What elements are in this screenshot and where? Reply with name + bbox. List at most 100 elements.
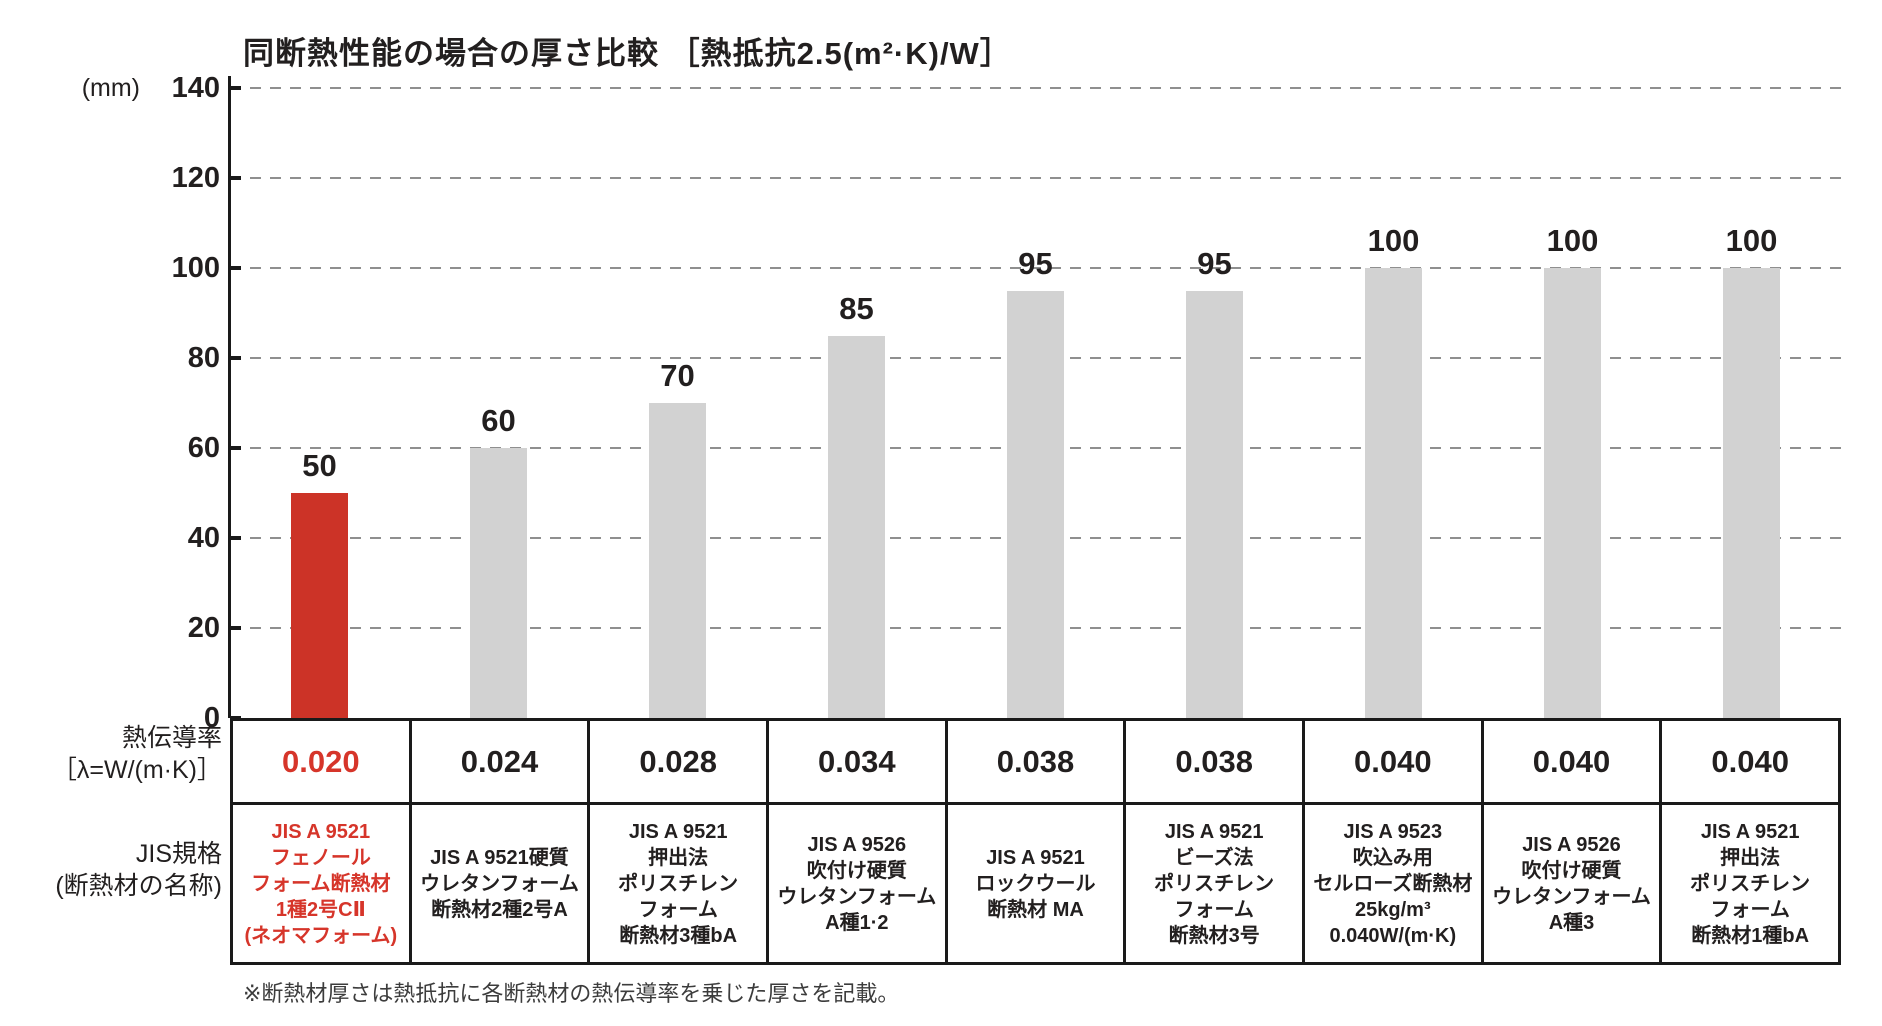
material-name-line: (ネオマフォーム) [244,924,398,947]
material-name-line: ウレタンフォーム [420,872,579,895]
bar-value-label: 100 [1546,223,1599,258]
bar [470,448,527,718]
material-name-line: A種1·2 [825,911,889,934]
material-name-line: 0.040W/(m·K) [1329,924,1457,947]
material-name-cell-9: JIS A 9521 押出法ポリスチレン フォーム断熱材1種bA [1662,805,1841,965]
material-name-line: ウレタンフォーム [1492,885,1651,908]
conductivity-row-label-line1: 熱伝導率 [121,724,222,752]
conductivity-cell-7: 0.040 [1305,721,1484,805]
bar-column-8: 100 [1483,88,1662,718]
bar-column-5: 95 [946,88,1125,718]
material-name-line: セルローズ断熱材 [1313,872,1473,895]
bar-value-label: 60 [481,403,516,438]
y-axis-tick-label-120: 120 [171,162,220,194]
jis-row-label-line2: (断熱材の名称) [55,872,222,900]
material-name-line: JIS A 9521 [271,820,371,843]
jis-row-label: JIS規格 (断熱材の名称) [0,838,222,902]
bar [1723,268,1780,718]
bar-value-label: 85 [839,290,874,326]
bar [1186,290,1243,718]
material-name-line: 吹込み用 [1352,846,1433,869]
material-name-line: フォーム [1174,898,1254,921]
material-name-line: フォーム [1710,898,1790,921]
material-name-line: ポリスチレン [1690,872,1811,895]
y-axis-tick-80 [230,356,241,360]
y-axis-tick-label-80: 80 [187,342,220,374]
plot-area: 50 60 70 85 95 95 100 100 100 [230,86,1841,720]
conductivity-row-label-line2: ［λ=W/(m·K)］ [51,756,222,784]
material-name-cell-6: JIS A 9521 ビーズ法 ポリスチレン フォーム 断熱材3号 [1126,805,1305,965]
bar-column-4: 85 [767,88,946,718]
conductivity-cell-5: 0.038 [947,721,1127,805]
y-axis-line [228,76,231,718]
bar-value-label: 100 [1367,223,1420,258]
material-name-line: JIS A 9523 [1343,820,1443,843]
chart-title: 同断熱性能の場合の厚さ比較 ［熱抵抗2.5(m²·K)/W］ [243,36,1012,71]
conductivity-cell-2: 0.024 [411,721,591,805]
bar-value-label: 95 [1018,245,1053,281]
material-name-line: 25kg/m³ [1355,898,1431,921]
bar [1365,268,1422,718]
material-name-line: 断熱材3種bA [619,924,738,947]
material-name-line: A種3 [1548,911,1595,934]
gridline-100 [230,267,1841,269]
conductivity-cell-3: 0.028 [590,721,769,805]
y-axis-tick-label-140: 140 [171,72,220,104]
footnote: ※断熱材厚さは熱抵抗に各断熱材の熱伝導率を乗じた厚さを記載。 [243,981,900,1006]
y-axis-tick-label-20: 20 [187,612,220,644]
y-axis-tick-label-40: 40 [187,522,220,554]
material-name-line: 断熱材 MA [987,898,1084,921]
jis-row-label-line1: JIS規格 [135,840,222,868]
material-name-line: 1種2号CⅡ [275,898,366,921]
material-name-line: 断熱材1種bA [1691,924,1810,947]
material-name-cell-3: JIS A 9521 押出法 ポリスチレン フォーム 断熱材3種bA [590,805,769,965]
material-name-line: フォーム [638,898,718,921]
material-name-line: JIS A 9521 [1164,820,1264,843]
bar-column-3: 70 [588,88,767,718]
y-axis-tick-120 [230,176,241,180]
y-axis-tick-20 [230,626,241,630]
material-name-line: JIS A 9526 [807,833,907,856]
y-axis-tick-140 [230,86,241,90]
bar-column-9: 100 [1662,88,1841,718]
material-name-line: フェノール [270,846,371,869]
material-name-cell-4: JIS A 9526 吹付け硬質ウレタンフォーム A種1·2 [769,805,948,965]
bar-value-label: 50 [302,448,337,483]
material-name-line: JIS A 9521硬質 [430,846,569,869]
material-name-line: フォーム断熱材 [251,872,391,895]
bar-highlighted [291,493,348,718]
material-name-line: JIS A 9521 [628,820,728,843]
bar [1007,290,1064,718]
conductivity-cell-4: 0.034 [769,721,948,805]
y-axis-tick-40 [230,536,241,540]
bar-column-6: 95 [1125,88,1304,718]
material-name-cell-2: JIS A 9521硬質 ウレタンフォーム 断熱材2種2号A [411,805,591,965]
spec-table: 0.020 0.024 0.028 0.034 0.038 0.038 0.040 0.040… [230,718,1841,965]
material-name-line: 押出法 [1720,846,1781,869]
bar-value-label: 100 [1725,223,1778,258]
gridline-140 [230,87,1841,89]
conductivity-cell-1: 0.020 [233,721,412,805]
bar-column-7: 100 [1304,88,1483,718]
bar [649,403,706,718]
material-name-line: 吹付け硬質 [1521,859,1622,882]
material-name-line: ロックウール [975,872,1096,895]
material-name-line: ウレタンフォーム [777,885,937,908]
material-name-cell-8: JIS A 9526 吹付け硬質ウレタンフォーム A種3 [1483,805,1663,965]
y-axis-tick-60 [230,446,241,450]
bar [828,335,885,718]
material-name-line: 断熱材3号 [1168,924,1260,947]
bar-column-1: 50 [230,88,409,718]
material-name-line: 吹付け硬質 [806,859,907,882]
material-name-line: JIS A 9526 [1522,833,1621,856]
gridline-120 [230,177,1841,179]
material-name-line: JIS A 9521 [1700,820,1800,843]
bar [1544,268,1601,718]
material-name-cell-7: JIS A 9523 吹込み用セルローズ断熱材 25kg/m³ 0.040W/(m·K… [1305,805,1484,965]
material-name-line: ポリスチレン [618,872,739,895]
material-name-line: ビーズ法 [1174,846,1254,869]
material-name-cell-1: JIS A 9521 フェノールフォーム断熱材 1種2号CⅡ (ネオマフォーム) [233,805,412,965]
material-name-cell-5: JIS A 9521 ロックウール 断熱材 MA [947,805,1127,965]
y-axis-unit-label: (mm) [81,74,140,102]
